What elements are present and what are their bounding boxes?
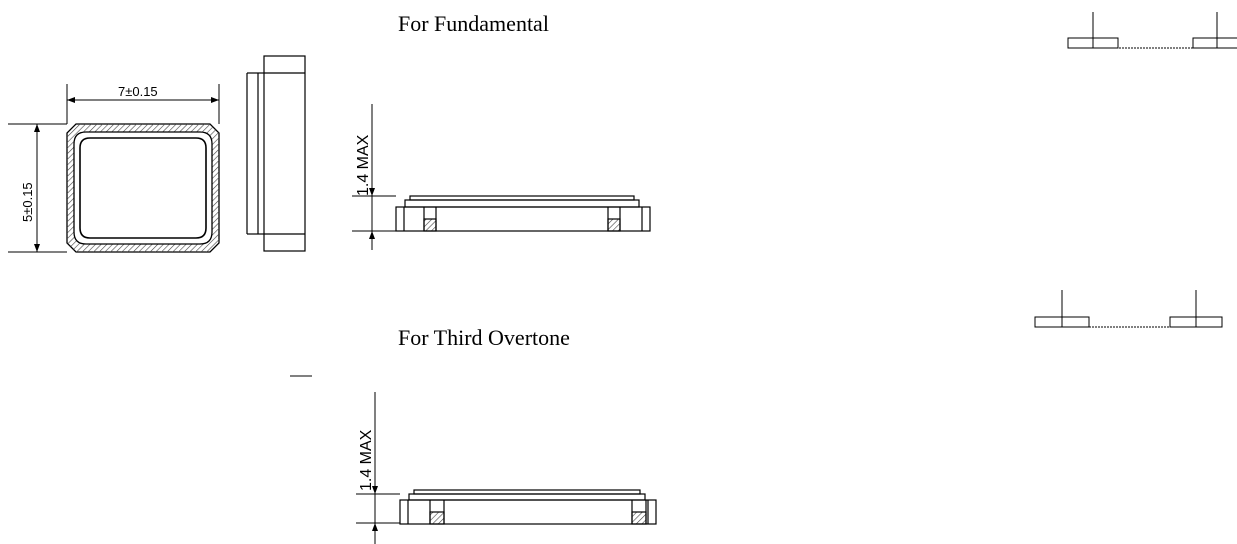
caption-third-overtone: For Third Overtone bbox=[398, 325, 570, 350]
dim-thickness-overtone-label: 1.4 MAX bbox=[358, 429, 375, 491]
side-view-overtone bbox=[290, 375, 657, 544]
caption-fundamental: For Fundamental bbox=[398, 11, 549, 36]
pad-detail-overtone bbox=[1034, 290, 1223, 328]
dim-width-label: 7±0.15 bbox=[118, 84, 158, 99]
dim-height-label: 5±0.15 bbox=[20, 182, 35, 222]
pad-detail-fundamental bbox=[1067, 12, 1237, 49]
dim-thickness-fundamental-label: 1.4 MAX bbox=[355, 134, 372, 196]
side-view-end bbox=[246, 55, 306, 252]
top-view bbox=[8, 84, 220, 253]
side-view-fundamental bbox=[352, 104, 651, 250]
